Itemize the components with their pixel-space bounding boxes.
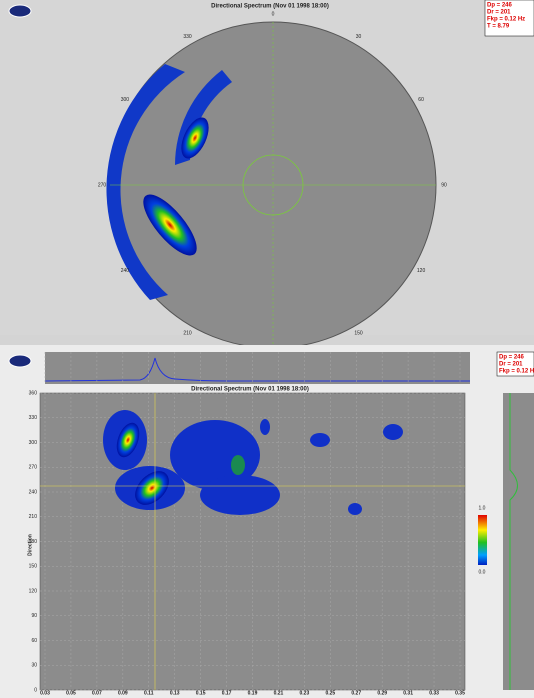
info-line: T = 8.79 — [487, 24, 510, 30]
direction-label: 0 — [272, 11, 275, 17]
y-tick-label: 330 — [29, 415, 38, 421]
direction-label: 240 — [121, 268, 130, 274]
x-tick-label: 0.33 — [429, 690, 439, 696]
y-tick-label: 360 — [29, 390, 38, 396]
y-tick-label: 0 — [34, 687, 37, 693]
y-tick-label: 210 — [29, 514, 38, 520]
spectrum-title: Directional Spectrum (Nov 01 1998 18:00) — [191, 387, 309, 393]
y-tick-label: 120 — [29, 588, 38, 594]
spectrum-blob — [383, 424, 403, 440]
spectrum-peak — [135, 471, 169, 505]
x-tick-label: 0.17 — [222, 690, 232, 696]
x-tick-label: 0.25 — [325, 690, 335, 696]
logo[interactable] — [8, 354, 32, 368]
spectrum-blob — [106, 64, 185, 300]
spectrum-blob — [348, 503, 362, 515]
spectrum-peak — [231, 455, 245, 475]
info-line: Fkp = 0.12 Hz — [499, 369, 534, 375]
x-tick-label: 0.07 — [92, 690, 102, 696]
spectrum-blob — [260, 419, 270, 435]
x-tick-label: 0.21 — [274, 690, 284, 696]
x-tick-label: 0.05 — [66, 690, 76, 696]
spectrum-peak — [143, 194, 197, 256]
y-tick-label: 90 — [31, 613, 37, 619]
x-tick-label: 0.31 — [403, 690, 413, 696]
x-tick-label: 0.35 — [455, 690, 465, 696]
direction-label: 120 — [417, 268, 426, 274]
x-tick-label: 0.15 — [196, 690, 206, 696]
x-tick-label: 0.13 — [170, 690, 180, 696]
logo[interactable] — [8, 4, 32, 18]
frequency-curve — [44, 357, 470, 382]
y-tick-label: 270 — [29, 465, 38, 471]
inner-ring — [242, 154, 304, 216]
x-tick-label: 0.23 — [300, 690, 310, 696]
y-tick-label: 240 — [29, 489, 38, 495]
direction-label: 300 — [121, 97, 130, 103]
polar-title: Directional Spectrum (Nov 01 1998 18:00) — [211, 4, 329, 10]
y-tick-label: 180 — [29, 539, 38, 545]
direction-label: 150 — [354, 330, 363, 336]
spectrum-blob — [310, 433, 330, 447]
direction-label: 90 — [441, 182, 447, 188]
direction-strip — [503, 393, 534, 690]
info-line: Dp = 246 — [487, 3, 513, 9]
x-tick-label: 0.11 — [144, 690, 154, 696]
info-line: Dp = 246 — [499, 355, 525, 361]
direction-label: 210 — [183, 330, 192, 336]
x-tick-label: 0.27 — [351, 690, 361, 696]
x-tick-label: 0.03 — [40, 690, 50, 696]
x-tick-label: 0.29 — [377, 690, 387, 696]
y-tick-label: 150 — [29, 564, 38, 570]
direction-label: 30 — [356, 34, 362, 40]
y-tick-label: 300 — [29, 440, 38, 446]
colorbar-label: 1.0 — [479, 505, 486, 511]
direction-label: 330 — [183, 34, 192, 40]
y-tick-label: 60 — [31, 638, 37, 644]
y-axis-label: Direction — [27, 534, 33, 556]
direction-curve — [509, 393, 518, 690]
frequency-strip — [45, 352, 470, 384]
spectrum-peak — [181, 117, 209, 159]
spectrum-peak — [116, 422, 140, 458]
x-tick-label: 0.19 — [248, 690, 258, 696]
info-line: Dr = 201 — [487, 10, 511, 16]
direction-label: 60 — [418, 97, 424, 103]
y-tick-label: 30 — [31, 663, 37, 669]
direction-label: 270 — [98, 182, 107, 188]
colorbar-label: 0.0 — [479, 569, 486, 575]
x-tick-label: 0.09 — [118, 690, 128, 696]
info-line: Dr = 201 — [499, 362, 523, 368]
spectrum-blob — [200, 475, 280, 515]
info-line: Fkp = 0.12 Hz — [487, 17, 525, 23]
colorbar — [478, 515, 487, 565]
